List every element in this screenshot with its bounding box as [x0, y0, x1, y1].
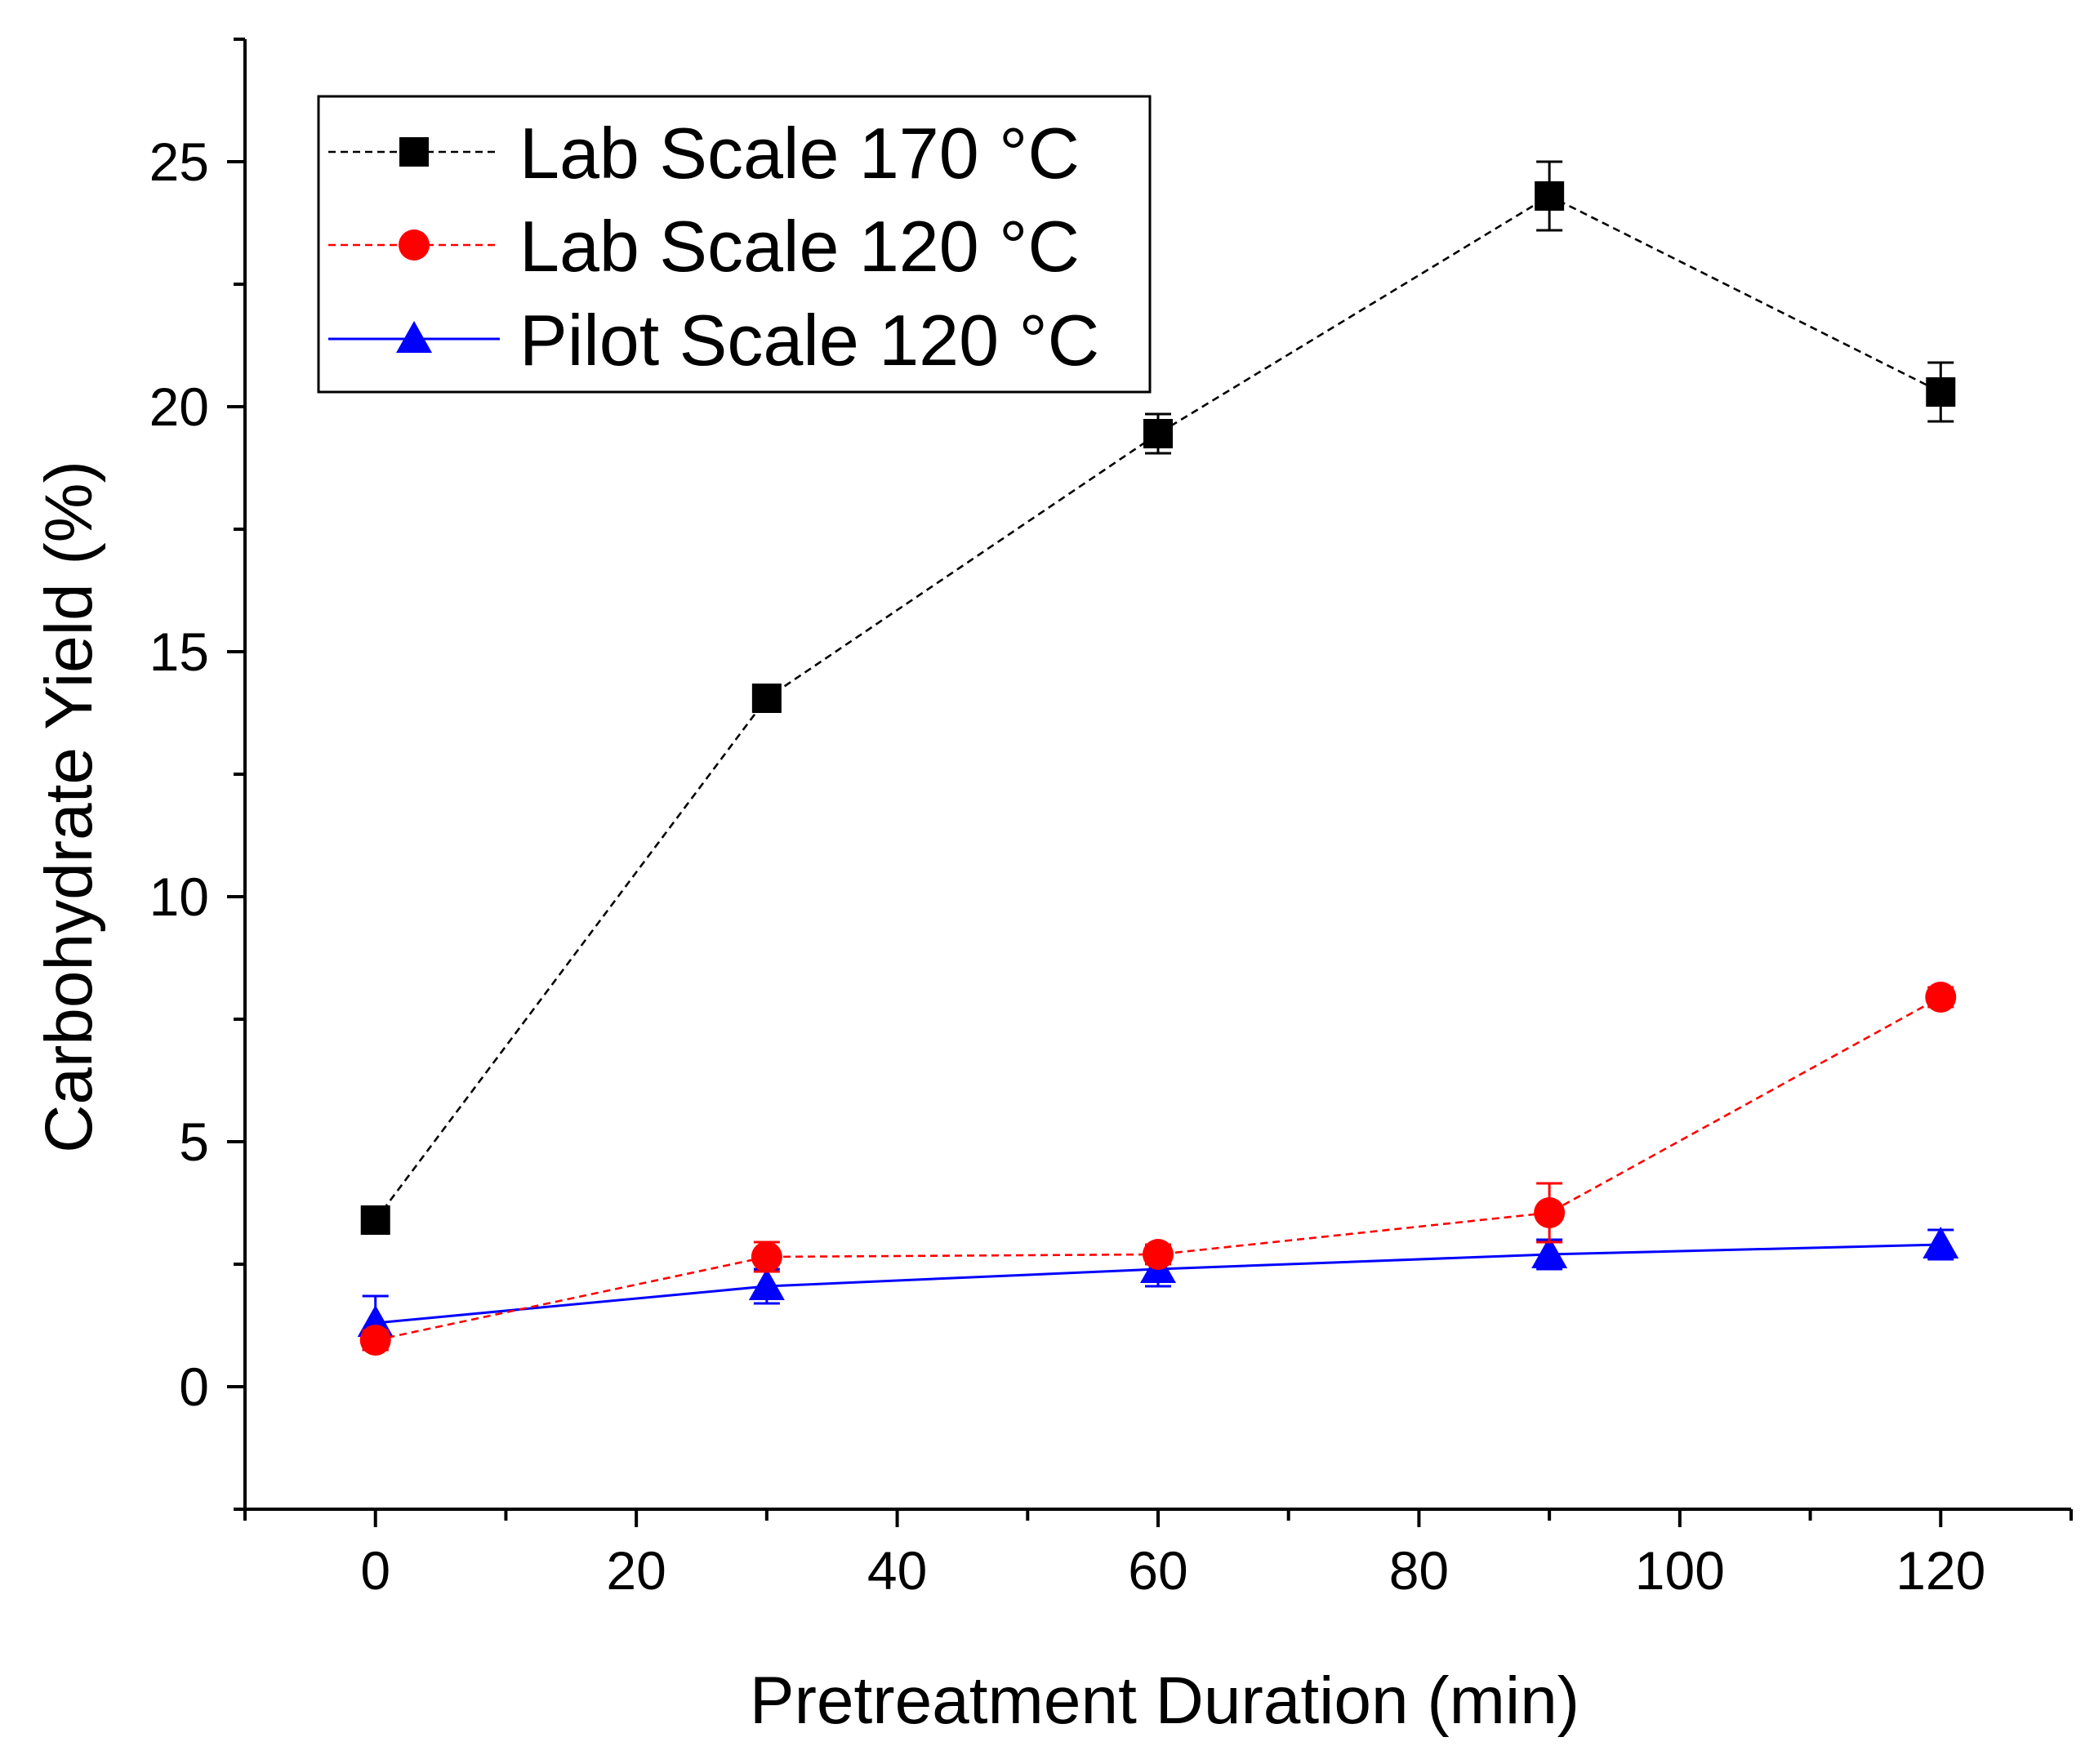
y-tick-label: 15 — [149, 621, 209, 682]
legend: Lab Scale 170 °C Lab Scale 120 °C Pilot Sc… — [317, 95, 1152, 394]
legend-label: Pilot Scale 120 °C — [519, 300, 1099, 381]
series-group — [357, 160, 1959, 1356]
x-tick-label: 120 — [1896, 1540, 1985, 1601]
legend-entry: Lab Scale 170 °C — [328, 113, 1080, 194]
x-tick-label: 60 — [1128, 1540, 1187, 1601]
data-point-square — [1535, 181, 1565, 211]
x-tick-label: 100 — [1635, 1540, 1725, 1601]
legend-label: Lab Scale 120 °C — [519, 206, 1080, 287]
y-tick-label: 20 — [149, 376, 209, 437]
data-point-square — [1926, 377, 1956, 407]
data-point-circle — [751, 1241, 782, 1272]
data-point-circle — [1925, 982, 1957, 1013]
x-tick-label: 80 — [1389, 1540, 1449, 1601]
y-tick-label: 5 — [179, 1111, 209, 1172]
data-point-circle — [1143, 1239, 1174, 1270]
legend-label: Lab Scale 170 °C — [519, 113, 1080, 194]
legend-marker-triangle — [396, 321, 432, 353]
legend-marker-square — [399, 137, 429, 167]
data-point-circle — [359, 1325, 391, 1356]
x-tick-label: 40 — [867, 1540, 927, 1601]
y-tick-label: 0 — [179, 1356, 209, 1417]
x-tick-label: 0 — [360, 1540, 390, 1601]
y-tick-label: 10 — [149, 866, 209, 927]
series-square — [360, 160, 1956, 1235]
data-point-triangle — [1922, 1227, 1959, 1258]
legend-entry: Pilot Scale 120 °C — [328, 300, 1099, 381]
data-point-square — [360, 1205, 390, 1235]
legend-marker-circle — [399, 229, 430, 261]
data-point-triangle — [1531, 1236, 1568, 1268]
y-axis-title: Carbohydrate Yield (%) — [32, 461, 106, 1153]
axes: 0 20 40 60 80 100 120 0 5 10 15 20 25 Pretreatment Du… — [32, 38, 2073, 1738]
x-axis-title: Pretreatment Duration (min) — [750, 1664, 1579, 1738]
data-point-square — [751, 684, 782, 713]
series-line — [374, 194, 1941, 1221]
data-point-square — [1143, 419, 1173, 448]
series-line — [375, 996, 1941, 1342]
y-tick-label: 25 — [149, 131, 209, 192]
data-point-triangle — [748, 1268, 785, 1300]
x-tick-label: 20 — [606, 1540, 666, 1601]
legend-entry: Lab Scale 120 °C — [328, 206, 1080, 287]
data-point-circle — [1534, 1197, 1566, 1228]
series-circle — [359, 982, 1957, 1356]
